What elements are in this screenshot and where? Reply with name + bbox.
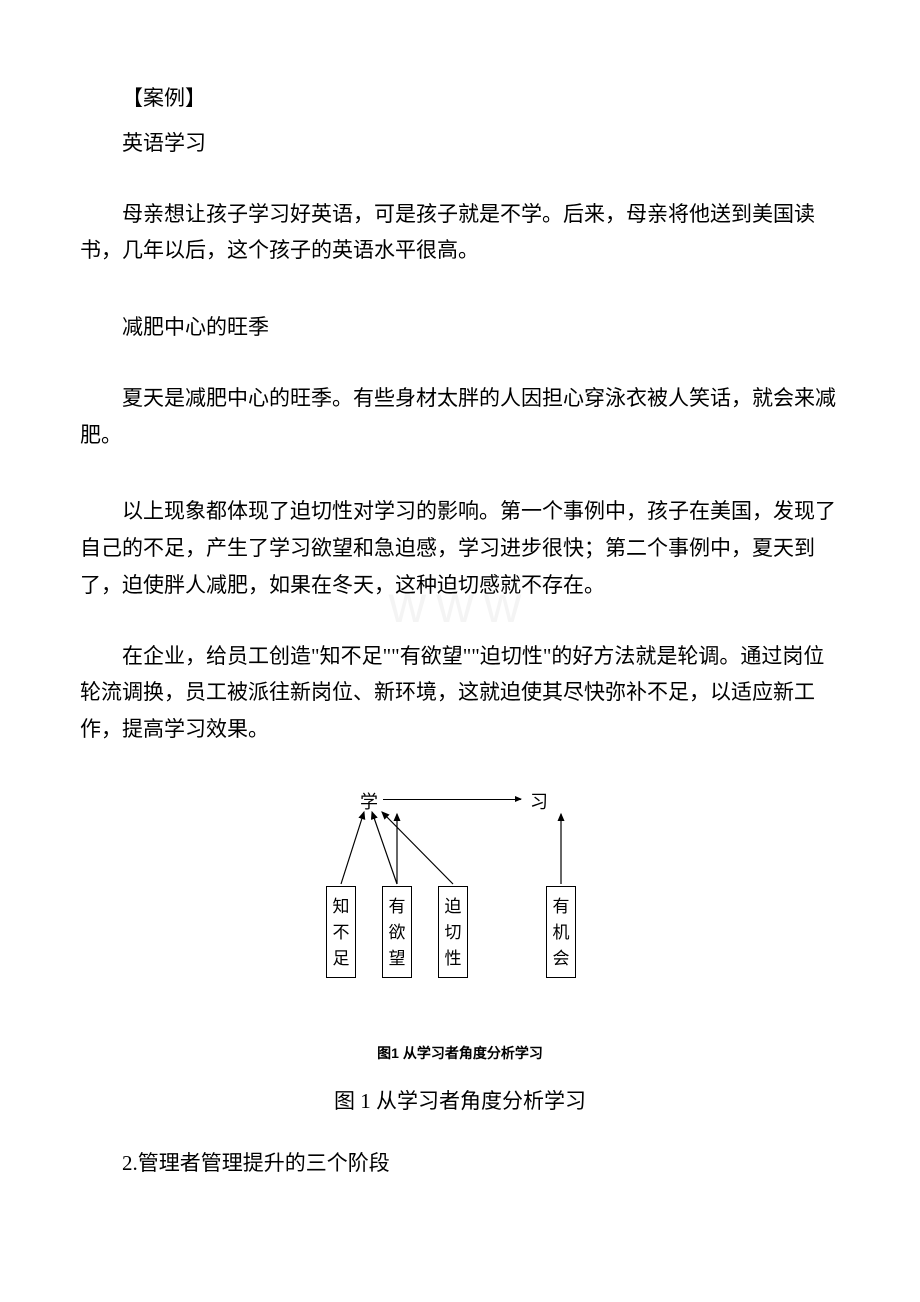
diagram-box-youjihui: 有 机 会 bbox=[546, 886, 576, 978]
diagram-learning: 学 习 知 不 bbox=[300, 788, 620, 1033]
box-char: 有 bbox=[389, 894, 406, 920]
case2-title: 减肥中心的旺季 bbox=[80, 309, 840, 346]
figure-1: 学 习 知 不 bbox=[80, 788, 840, 1115]
box-char: 有 bbox=[553, 894, 570, 920]
box-char: 望 bbox=[389, 946, 406, 972]
box-char: 知 bbox=[333, 894, 350, 920]
box-char: 机 bbox=[553, 920, 570, 946]
enterprise-paragraph: 在企业，给员工创造"知不足""有欲望""迫切性"的好方法就是轮调。通过岗位轮流调… bbox=[80, 638, 840, 748]
box-char: 不 bbox=[333, 920, 350, 946]
box-char: 欲 bbox=[389, 920, 406, 946]
figure-caption-embedded: 图1 从学习者角度分析学习 bbox=[377, 1043, 543, 1063]
section-2-heading: 2.管理者管理提升的三个阶段 bbox=[80, 1145, 840, 1182]
diagram-box-poqiexing: 迫 切 性 bbox=[438, 886, 468, 978]
figure-caption-text: 图 1 从学习者角度分析学习 bbox=[334, 1085, 586, 1115]
box-char: 会 bbox=[553, 946, 570, 972]
diagram-box-youyuwang: 有 欲 望 bbox=[382, 886, 412, 978]
case2-body: 夏天是减肥中心的旺季。有些身材太胖的人因担心穿泳衣被人笑话，就会来减肥。 bbox=[80, 380, 840, 454]
analysis-paragraph: 以上现象都体现了迫切性对学习的影响。第一个事例中，孩子在美国，发现了自己的不足，… bbox=[80, 493, 840, 603]
box-char: 切 bbox=[445, 920, 462, 946]
box-char: 迫 bbox=[445, 894, 462, 920]
case-label: 【案例】 bbox=[80, 80, 840, 117]
case1-title: 英语学习 bbox=[80, 125, 840, 162]
box-char: 足 bbox=[333, 946, 350, 972]
diagram-box-zhibuzhu: 知 不 足 bbox=[326, 886, 356, 978]
case1-body: 母亲想让孩子学习好英语，可是孩子就是不学。后来，母亲将他送到美国读书，几年以后，… bbox=[80, 196, 840, 270]
box-char: 性 bbox=[445, 946, 462, 972]
